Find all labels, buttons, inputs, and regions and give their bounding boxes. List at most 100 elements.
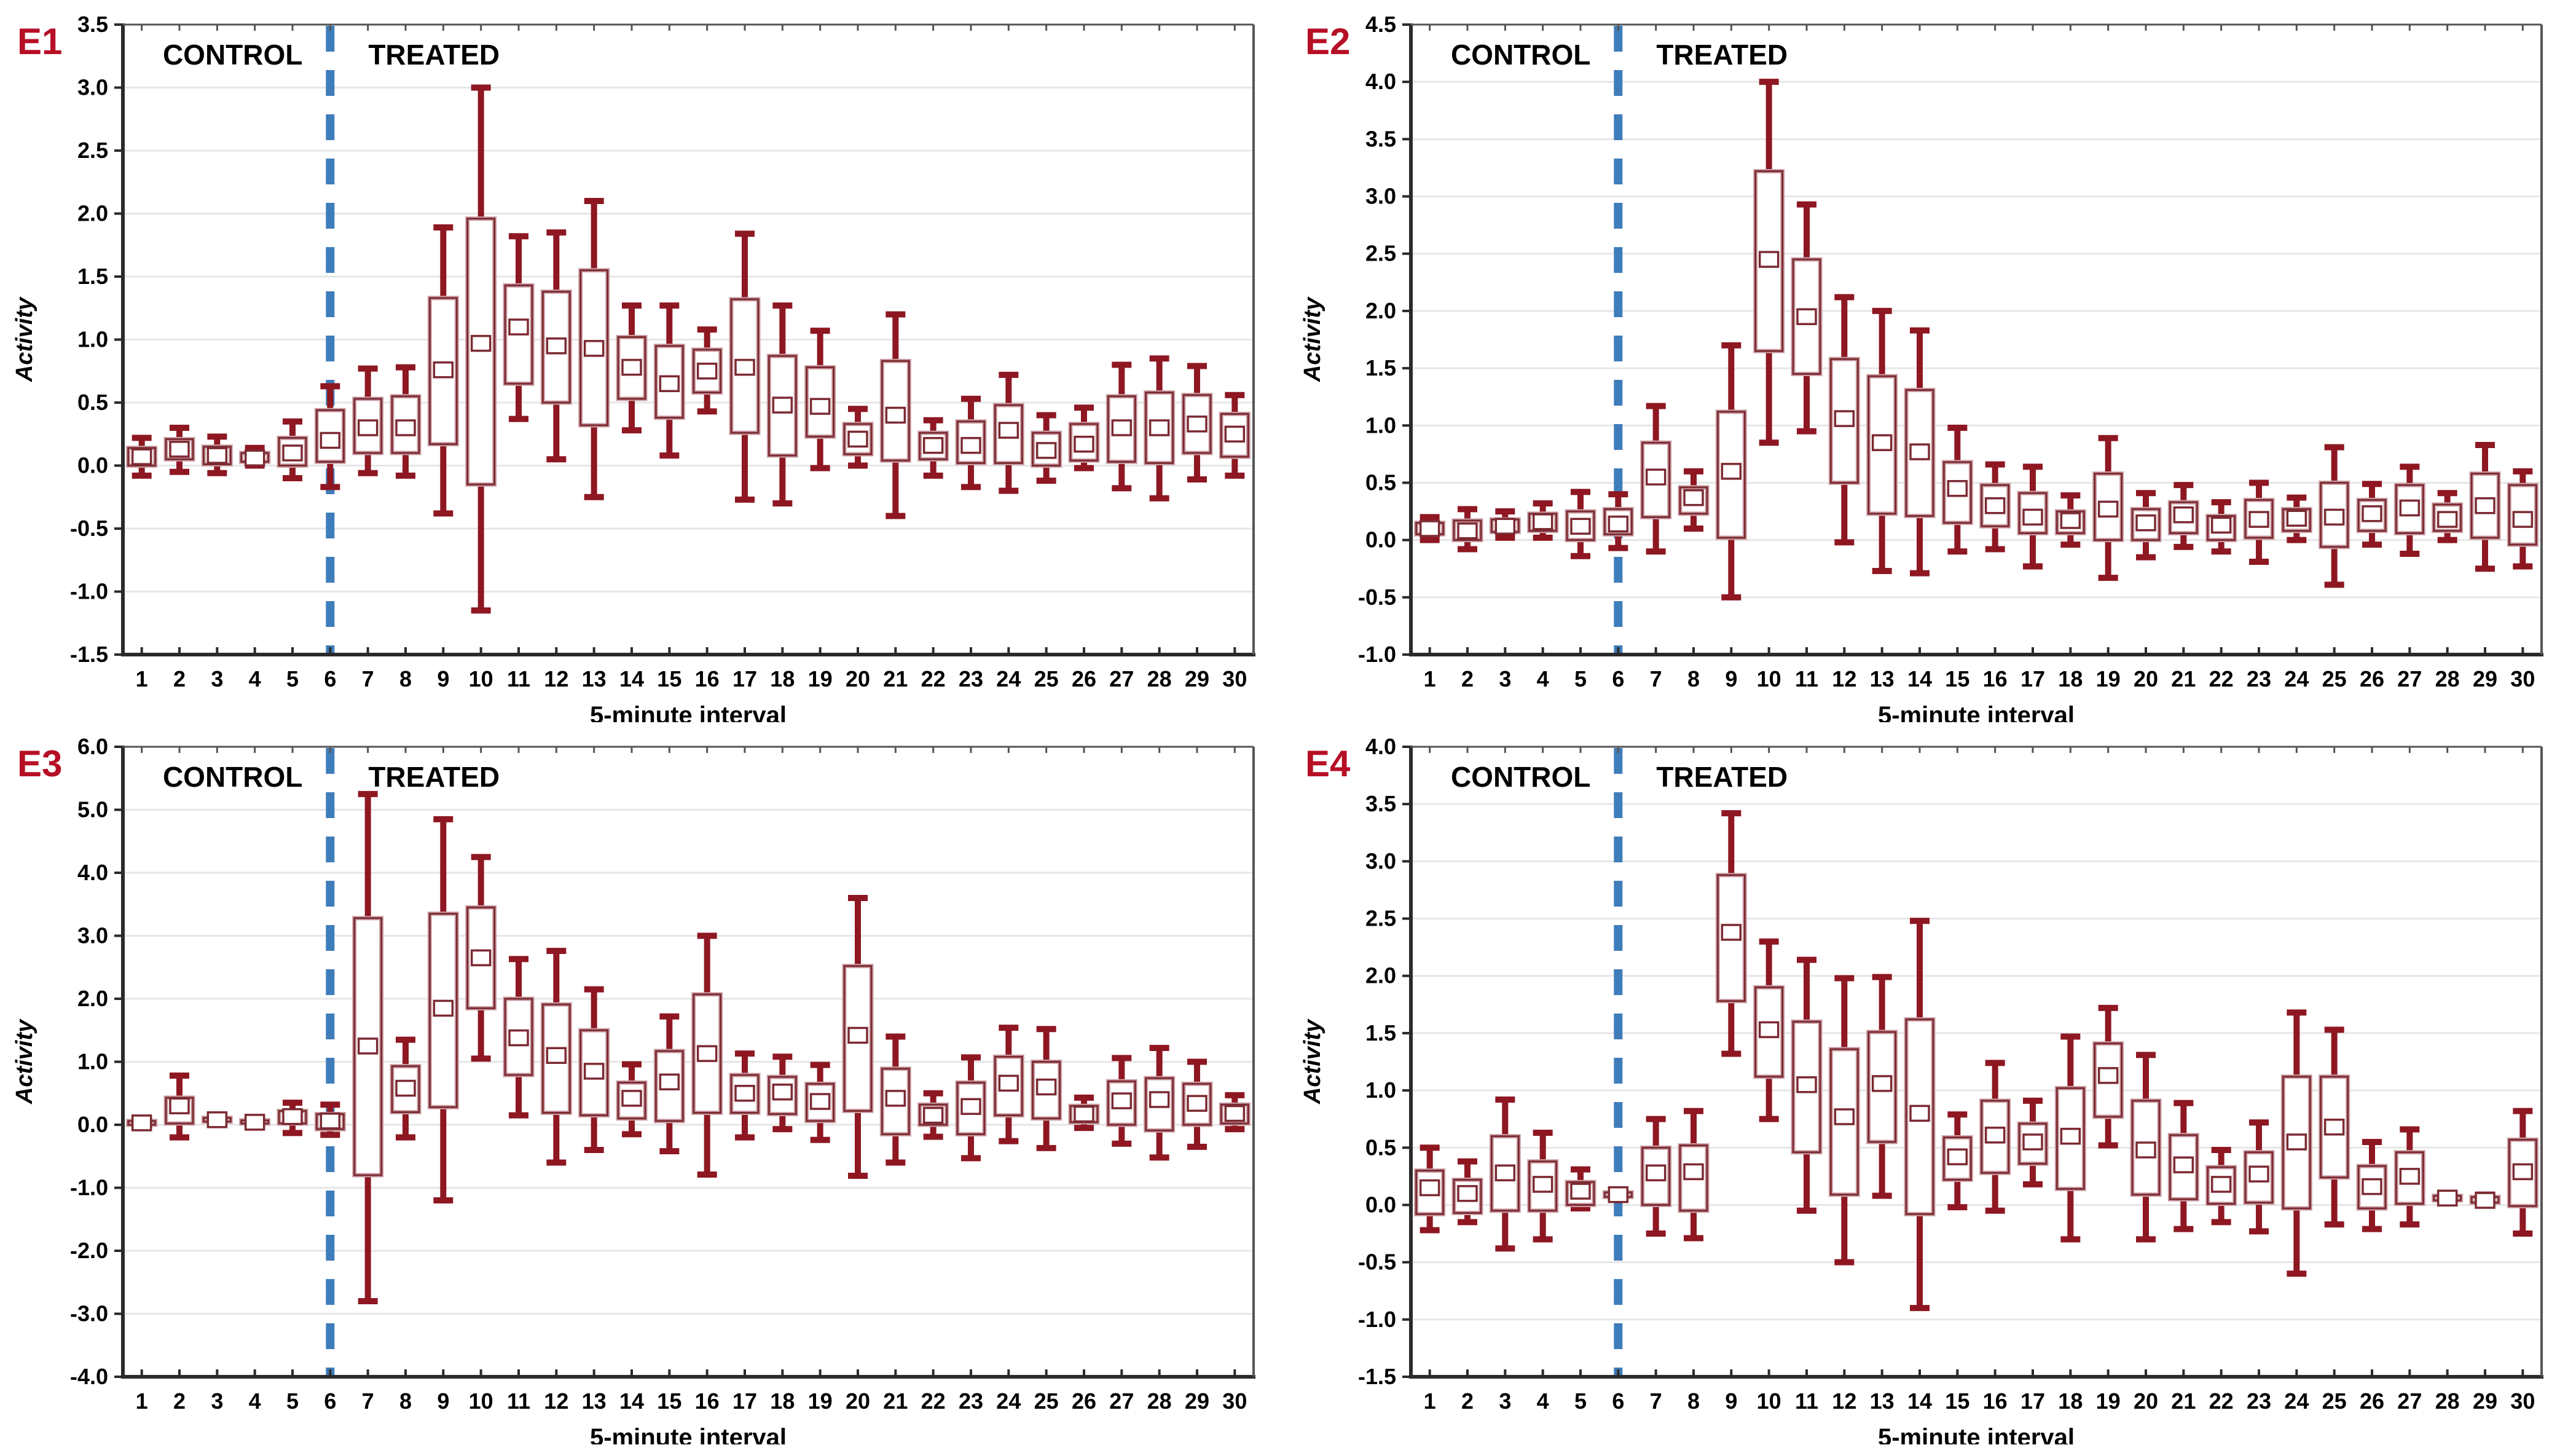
x-tick-label: 29 <box>1185 1388 1209 1414</box>
y-tick-label: -2.0 <box>70 1238 108 1263</box>
y-tick-label: 3.0 <box>1365 184 1396 209</box>
control-label: CONTROL <box>163 761 302 793</box>
y-tick-label: 1.0 <box>77 1049 108 1074</box>
box-E3-22 <box>917 1090 949 1140</box>
panel-E3: 6.0 5.0 4.0 3.0 2.0 1.0 0.0 -1.0 -2.0 -3.0 -4.0 1 2 3… <box>0 722 1288 1444</box>
y-tick-label: -4.0 <box>70 1364 108 1389</box>
x-tick-label: 25 <box>2322 666 2347 691</box>
x-tick-label: 27 <box>1109 1388 1134 1414</box>
box-E4-23 <box>2243 1119 2275 1235</box>
x-tick-label: 24 <box>2284 666 2309 691</box>
x-tick-label: 15 <box>657 666 681 691</box>
x-tick-label: 15 <box>657 1388 681 1414</box>
x-tick-label: 17 <box>732 1388 757 1414</box>
x-tick-label: 28 <box>2435 666 2460 691</box>
y-tick-label: 0.0 <box>1365 1192 1396 1217</box>
x-tick-label: 18 <box>770 666 795 691</box>
y-tick-label: -1.0 <box>1358 1307 1396 1332</box>
x-axis-title: 5-minute interval <box>590 1424 787 1444</box>
x-tick-label: 9 <box>1725 666 1737 691</box>
y-tick-label: 3.5 <box>77 12 108 37</box>
x-tick-label: 4 <box>1537 666 1549 691</box>
box-E1-9 <box>427 224 459 517</box>
x-tick-label: 8 <box>1687 666 1700 691</box>
box-E3-11 <box>503 956 535 1119</box>
box-E4-16 <box>1979 1060 2011 1214</box>
box-E3-30 <box>1219 1092 1251 1133</box>
x-tick-label: 11 <box>1795 666 1818 691</box>
x-tick-label: 11 <box>507 666 530 691</box>
box-E3-2 <box>163 1073 195 1141</box>
box-E1-27 <box>1105 361 1137 492</box>
x-tick-label: 9 <box>437 1388 449 1414</box>
x-tick-label: 17 <box>2020 1388 2045 1414</box>
x-tick-label: 24 <box>996 1388 1021 1414</box>
x-tick-label: 30 <box>1222 1388 1247 1414</box>
y-tick-label: 3.5 <box>1365 791 1396 816</box>
box-E2-8 <box>1678 468 1710 532</box>
x-tick-label: 22 <box>921 1388 946 1414</box>
y-tick-label: 0.5 <box>77 390 108 415</box>
box-E2-24 <box>2280 494 2312 543</box>
box-E1-10 <box>465 84 497 614</box>
y-tick-label: 2.5 <box>1365 906 1396 931</box>
x-tick-label: 21 <box>2171 666 2196 691</box>
box-E4-22 <box>2205 1147 2237 1226</box>
box-E2-30 <box>2507 468 2539 570</box>
box-E4-26 <box>2356 1138 2388 1232</box>
x-tick-label: 30 <box>2510 666 2535 691</box>
control-label: CONTROL <box>1451 39 1590 71</box>
x-tick-label: 10 <box>1757 666 1781 691</box>
box-E4-4 <box>1527 1130 1559 1243</box>
x-tick-label: 16 <box>1983 666 2008 691</box>
x-tick-label: 21 <box>883 1388 908 1414</box>
x-tick-label: 16 <box>695 666 720 691</box>
box-E1-20 <box>842 406 874 469</box>
x-tick-label: 5 <box>1574 1388 1587 1414</box>
box-E1-5 <box>277 418 308 481</box>
x-tick-label: 19 <box>808 666 833 691</box>
box-E1-13 <box>578 198 610 500</box>
x-tick-label: 14 <box>619 1388 644 1414</box>
box-E2-5 <box>1565 489 1596 559</box>
box-E4-5 <box>1565 1166 1596 1212</box>
x-tick-label: 28 <box>1147 666 1172 691</box>
box-E1-14 <box>616 302 648 434</box>
box-E3-21 <box>879 1033 911 1166</box>
x-tick-label: 14 <box>619 666 644 691</box>
box-E4-1 <box>1414 1144 1446 1234</box>
box-E2-20 <box>2130 490 2162 561</box>
x-tick-label: 4 <box>1537 1388 1549 1414</box>
box-E1-6 <box>314 383 346 490</box>
box-E4-27 <box>2393 1126 2425 1228</box>
x-tick-label: 18 <box>770 1388 795 1414</box>
x-tick-label: 28 <box>1147 1388 1172 1414</box>
x-tick-label: 22 <box>2209 666 2234 691</box>
box-E3-6 <box>314 1101 346 1138</box>
x-tick-label: 5 <box>1574 666 1587 691</box>
y-tick-label: -0.5 <box>70 516 108 541</box>
y-tick-label: -3.0 <box>70 1301 108 1326</box>
x-tick-label: 19 <box>808 1388 833 1414</box>
box-E2-14 <box>1904 327 1936 577</box>
box-E4-18 <box>2054 1033 2086 1243</box>
x-tick-label: 11 <box>1795 1388 1818 1414</box>
x-tick-label: 4 <box>249 1388 261 1414</box>
box-E2-6 <box>1602 491 1634 551</box>
box-E4-24 <box>2280 1009 2312 1277</box>
y-tick-label: 4.0 <box>77 860 108 885</box>
box-E3-14 <box>616 1061 648 1138</box>
box-E1-4 <box>239 444 271 469</box>
x-tick-label: 1 <box>1424 666 1436 691</box>
x-tick-label: 23 <box>959 666 983 691</box>
x-tick-label: 24 <box>2284 1388 2309 1414</box>
x-tick-label: 15 <box>1945 666 1969 691</box>
y-tick-label: -1.5 <box>1358 1364 1396 1389</box>
x-tick-label: 11 <box>507 1388 530 1414</box>
box-E4-8 <box>1678 1108 1710 1242</box>
x-tick-label: 25 <box>1034 666 1059 691</box>
box-E4-28 <box>2432 1189 2464 1207</box>
x-tick-label: 22 <box>2209 1388 2234 1414</box>
x-tick-label: 5 <box>286 1388 299 1414</box>
